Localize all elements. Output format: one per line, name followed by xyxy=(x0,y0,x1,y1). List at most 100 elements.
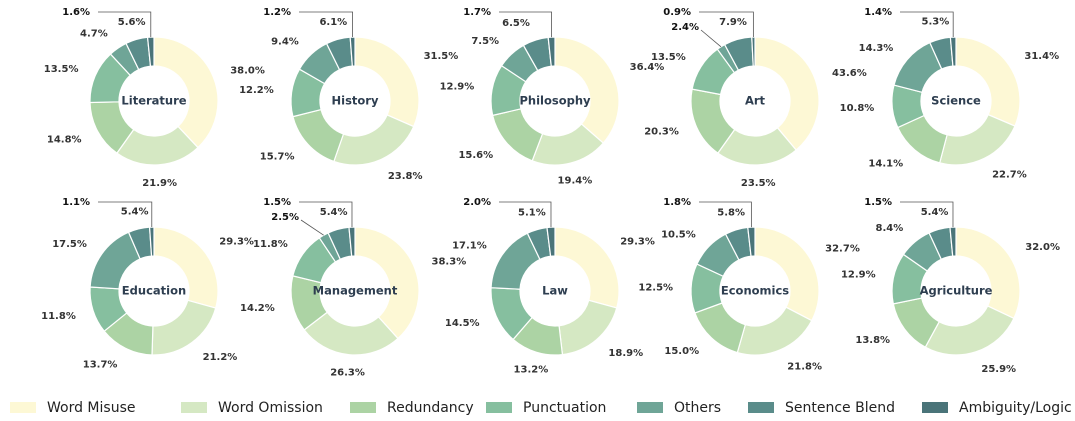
leader-line xyxy=(499,201,552,228)
value-label: 38.3% xyxy=(432,257,467,268)
value-label: 18.9% xyxy=(608,348,643,359)
value-label: 31.5% xyxy=(424,51,459,62)
donut-title: Education xyxy=(122,284,186,298)
leader-line xyxy=(699,11,754,38)
leader-line xyxy=(98,201,153,228)
value-label: 10.5% xyxy=(661,229,696,240)
donut-title: Art xyxy=(745,94,766,108)
legend-label: Sentence Blend xyxy=(785,400,895,416)
donut-slice xyxy=(949,36,957,67)
value-label: 43.6% xyxy=(832,68,867,79)
legend-label: Punctuation xyxy=(523,400,606,416)
value-label: 1.1% xyxy=(62,197,90,208)
leader-line xyxy=(900,11,954,38)
donut-title: Law xyxy=(542,284,568,298)
value-label: 1.4% xyxy=(864,7,892,18)
donut-slice xyxy=(151,299,217,356)
donut-slice xyxy=(491,108,544,162)
value-label: 13.5% xyxy=(44,64,79,75)
donut-title: Management xyxy=(313,284,398,298)
value-label: 1.8% xyxy=(663,197,691,208)
legend-label: Others xyxy=(674,400,721,416)
value-label: 1.5% xyxy=(263,197,291,208)
value-label: 12.2% xyxy=(239,85,274,96)
legend-label: Ambiguity/Logic xyxy=(959,400,1072,416)
value-label: 14.1% xyxy=(868,159,903,170)
donut-title: Literature xyxy=(121,94,186,108)
value-label: 22.7% xyxy=(992,170,1027,181)
value-label: 2.0% xyxy=(463,197,491,208)
donut-slice xyxy=(354,36,420,128)
donut-slice xyxy=(333,114,415,166)
value-label: 1.5% xyxy=(864,197,892,208)
value-label: 17.5% xyxy=(52,239,87,250)
donut-slice xyxy=(546,226,556,257)
value-label: 11.8% xyxy=(253,239,288,250)
value-label: 1.2% xyxy=(263,7,291,18)
value-label: 0.9% xyxy=(663,7,691,18)
donut-title: Agriculture xyxy=(920,284,993,298)
value-label: 14.3% xyxy=(859,43,894,54)
leader-line xyxy=(299,11,353,38)
value-label: 5.1% xyxy=(518,207,546,218)
value-label: 5.6% xyxy=(118,17,146,28)
value-label: 21.2% xyxy=(203,352,238,363)
value-label: 5.4% xyxy=(320,207,348,218)
leader-line xyxy=(499,11,552,38)
leader-line xyxy=(299,201,353,228)
value-label: 2.5% xyxy=(271,212,299,223)
donut-slice xyxy=(955,36,1021,127)
value-label: 15.6% xyxy=(458,150,493,161)
value-label: 11.8% xyxy=(41,311,76,322)
donut-title: Philosophy xyxy=(519,94,591,108)
donut-slice xyxy=(949,226,957,257)
donut-slice xyxy=(747,226,756,257)
value-label: 13.2% xyxy=(514,364,549,375)
value-label: 23.5% xyxy=(741,178,776,189)
value-label: 14.5% xyxy=(445,318,480,329)
value-label: 20.3% xyxy=(644,127,679,138)
legend-swatch xyxy=(10,402,36,413)
value-label: 15.7% xyxy=(260,151,295,162)
value-label: 32.7% xyxy=(825,244,860,255)
value-label: 29.3% xyxy=(219,236,254,247)
legend-swatch xyxy=(637,402,663,413)
value-label: 10.8% xyxy=(840,103,875,114)
value-label: 1.7% xyxy=(463,7,491,18)
value-label: 1.6% xyxy=(62,7,90,18)
donut-slice xyxy=(751,36,756,67)
legend-swatch xyxy=(486,402,512,413)
value-label: 32.0% xyxy=(1025,242,1060,253)
donut-title: History xyxy=(332,94,379,108)
value-label: 5.3% xyxy=(921,17,949,28)
value-label: 21.8% xyxy=(787,361,822,372)
value-label: 7.9% xyxy=(719,17,747,28)
legend-swatch xyxy=(350,402,376,413)
value-label: 6.5% xyxy=(502,18,530,29)
donut-slice xyxy=(554,36,620,144)
donut-slice xyxy=(558,299,618,356)
value-label: 23.8% xyxy=(388,171,423,182)
value-label: 7.5% xyxy=(471,36,499,47)
donut-title: Science xyxy=(931,94,981,108)
leader-line xyxy=(98,11,152,38)
value-label: 36.4% xyxy=(630,62,665,73)
value-label: 25.9% xyxy=(981,364,1016,375)
donut-slice xyxy=(292,108,345,163)
donut-slice xyxy=(146,36,155,67)
donut-slice xyxy=(938,113,1016,166)
donut-slice xyxy=(754,226,820,322)
donut-slice xyxy=(955,226,1021,320)
value-label: 31.4% xyxy=(1024,51,1059,62)
leader-line xyxy=(900,201,954,228)
value-label: 5.4% xyxy=(921,207,949,218)
value-label: 5.4% xyxy=(121,206,149,217)
leader-line xyxy=(699,201,752,228)
value-label: 12.9% xyxy=(440,81,475,92)
value-label: 13.5% xyxy=(651,52,686,63)
value-label: 29.3% xyxy=(620,236,655,247)
legend-label: Word Omission xyxy=(218,400,323,416)
donut-slice xyxy=(924,305,1015,356)
donut-slice xyxy=(349,36,356,67)
